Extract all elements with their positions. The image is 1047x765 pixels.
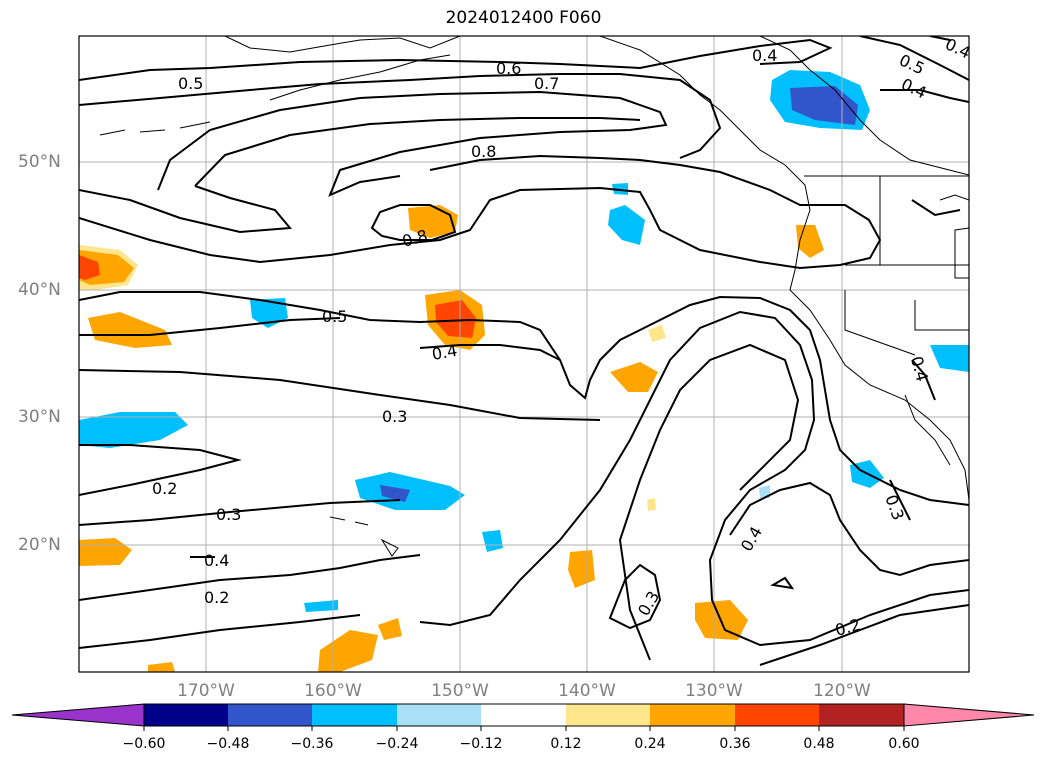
anomaly-negative bbox=[355, 472, 465, 510]
colorbar-tick-label: 0.24 bbox=[634, 736, 666, 752]
contour-label: 0.4 bbox=[737, 523, 766, 555]
colorbar-tick-label: −0.48 bbox=[206, 736, 250, 752]
colorbar bbox=[11, 703, 1035, 731]
anomaly-negative bbox=[759, 485, 770, 498]
contour-label: 0.6 bbox=[496, 59, 521, 78]
anomaly-positive bbox=[378, 618, 402, 640]
contour-label: 0.4 bbox=[752, 46, 777, 65]
anomaly-negative bbox=[930, 345, 969, 372]
lat-label: 50°N bbox=[18, 152, 61, 172]
anomaly-positive bbox=[79, 255, 100, 280]
contour-label: 0.4 bbox=[907, 354, 932, 384]
contour-label: 0.4 bbox=[204, 551, 229, 570]
lat-label: 30°N bbox=[18, 407, 61, 427]
contour-label: 0.5 bbox=[896, 50, 927, 78]
anomaly-positive bbox=[610, 362, 658, 392]
anomaly-positive bbox=[568, 550, 595, 588]
contour-label: 0.2 bbox=[152, 479, 177, 498]
lat-label: 40°N bbox=[18, 280, 61, 300]
lat-label: 20°N bbox=[18, 535, 61, 555]
map-title: 2024012400 F060 bbox=[445, 8, 602, 28]
map-frame bbox=[78, 35, 970, 673]
contour-label: 0.3 bbox=[881, 492, 908, 522]
shaded-anomalies bbox=[79, 70, 969, 672]
contour-label: 0.7 bbox=[534, 74, 559, 93]
lon-label: 160°W bbox=[304, 681, 362, 701]
anomaly-positive bbox=[88, 312, 172, 348]
colorbar-low-extension bbox=[11, 703, 145, 727]
colorbar-tick-label: 0.60 bbox=[888, 736, 920, 752]
lon-label: 170°W bbox=[177, 681, 235, 701]
colorbar-tick-label: 0.48 bbox=[803, 736, 835, 752]
anomaly-negative bbox=[482, 530, 503, 552]
colorbar-tick-label: 0.12 bbox=[550, 736, 582, 752]
colorbar-segment bbox=[228, 704, 312, 726]
colorbar-segment bbox=[819, 704, 904, 726]
contour-label: 0.3 bbox=[382, 407, 407, 426]
graticule bbox=[79, 36, 969, 672]
contours bbox=[79, 36, 969, 666]
colorbar-tick-label: 0.36 bbox=[719, 736, 751, 752]
anomaly-positive bbox=[79, 538, 132, 566]
colorbar-tick-label: −0.60 bbox=[122, 736, 166, 752]
anomaly-positive bbox=[796, 225, 824, 258]
colorbar-segment bbox=[397, 704, 481, 726]
anomaly-negative bbox=[304, 600, 338, 612]
contour-label: 0.4 bbox=[898, 74, 929, 102]
colorbar-segment bbox=[735, 704, 819, 726]
colorbar-tick-label: −0.24 bbox=[375, 736, 419, 752]
lon-label: 150°W bbox=[431, 681, 489, 701]
contour-label: 0.8 bbox=[400, 226, 430, 251]
contour-label: 0.5 bbox=[322, 307, 347, 326]
colorbar-segment bbox=[312, 704, 397, 726]
contour-label: 0.3 bbox=[216, 505, 241, 524]
contour-label: 0.5 bbox=[178, 74, 203, 93]
anomaly-negative bbox=[608, 205, 645, 245]
anomaly-negative bbox=[790, 86, 858, 125]
anomaly-negative bbox=[380, 485, 410, 502]
colorbar-tick-label: −0.36 bbox=[290, 736, 334, 752]
anomaly-positive bbox=[435, 300, 476, 338]
colorbar-segment bbox=[481, 704, 566, 726]
contour-label: 0.2 bbox=[833, 615, 863, 640]
anomaly-positive bbox=[647, 498, 656, 511]
colorbar-segment bbox=[650, 704, 735, 726]
contour-label: 0.8 bbox=[471, 142, 496, 161]
contour-label: 0.4 bbox=[430, 341, 458, 364]
anomaly-positive bbox=[148, 662, 175, 672]
colorbar-segment bbox=[566, 704, 650, 726]
lon-label: 120°W bbox=[813, 681, 871, 701]
anomaly-positive bbox=[648, 325, 666, 342]
colorbar-high-extension bbox=[903, 703, 1035, 727]
lon-label: 140°W bbox=[558, 681, 616, 701]
contour-label: 0.2 bbox=[204, 588, 229, 607]
colorbar-segment bbox=[144, 704, 228, 726]
colorbar-frame bbox=[143, 703, 905, 727]
lon-label: 130°W bbox=[685, 681, 743, 701]
anomaly-negative bbox=[79, 412, 188, 448]
anomaly-positive bbox=[318, 630, 378, 672]
colorbar-tick-label: −0.12 bbox=[459, 736, 503, 752]
